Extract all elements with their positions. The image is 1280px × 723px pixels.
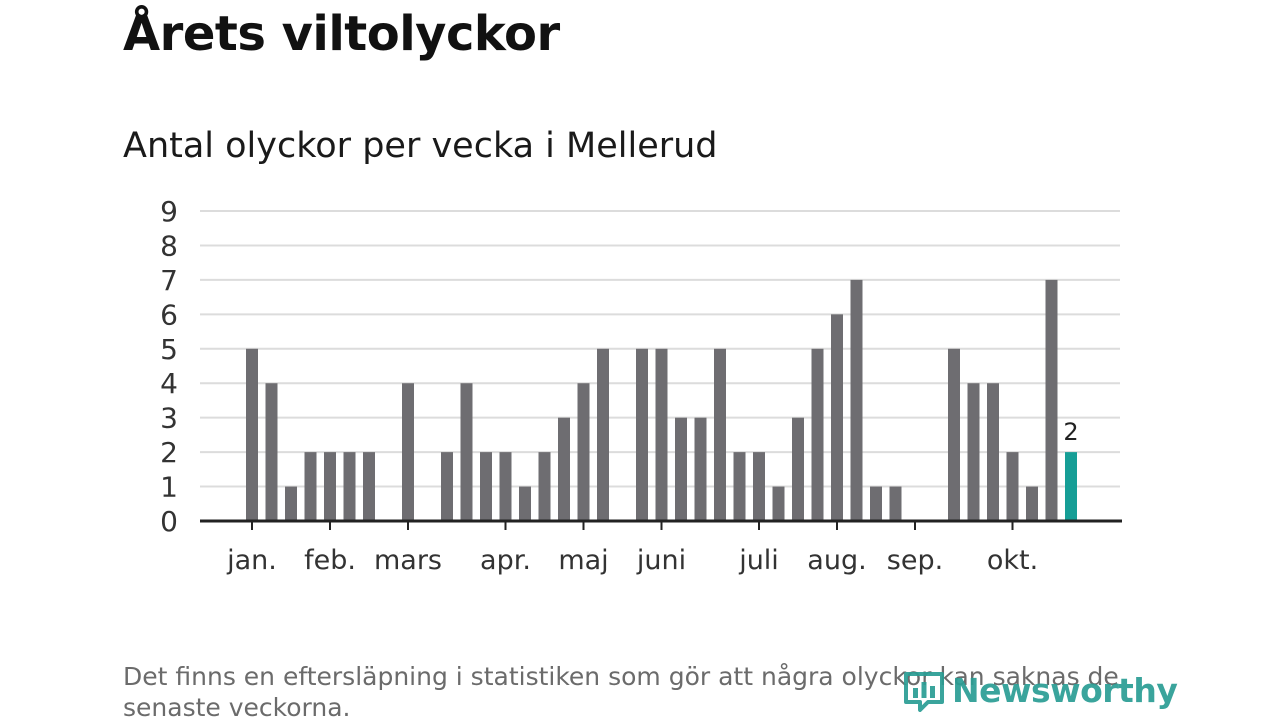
x-tick-label: mars (374, 545, 442, 576)
bar (811, 348, 824, 521)
bar (772, 486, 785, 521)
bar (870, 486, 882, 521)
chart-subtitle: Antal olyckor per vecka i Mellerud (123, 126, 718, 166)
bar (519, 486, 531, 521)
newsworthy-bar-icon (904, 672, 944, 712)
bar (792, 417, 804, 521)
x-tick-label: juli (738, 545, 779, 576)
y-tick-label: 1 (160, 471, 178, 504)
bars: 2 (246, 279, 1079, 521)
y-tick-label: 3 (160, 402, 178, 435)
bar (363, 452, 375, 521)
bar (655, 348, 668, 521)
bar (441, 452, 453, 521)
bar (1026, 486, 1038, 521)
bar (714, 348, 726, 521)
footnote: Det finns en eftersläpning i statistiken… (123, 662, 1119, 722)
x-tick-label: feb. (304, 545, 356, 576)
bar (577, 383, 590, 521)
newsworthy-logo: Newsworthy (902, 668, 1178, 712)
bar (889, 486, 902, 521)
bar (948, 348, 960, 521)
bar (324, 452, 336, 521)
bar (967, 383, 980, 521)
bar (831, 314, 843, 521)
bar (733, 452, 746, 521)
x-tick-label: aug. (807, 545, 866, 576)
bar (480, 452, 492, 521)
bar (285, 486, 297, 521)
bar (675, 417, 687, 521)
bar (304, 452, 317, 521)
bar-highlight (1065, 452, 1077, 521)
y-tick-label: 2 (160, 436, 178, 469)
y-tick-label: 7 (160, 264, 178, 297)
chart-title: Årets viltolyckor (123, 6, 560, 62)
bar (694, 417, 707, 521)
bar (265, 383, 278, 521)
bar (402, 383, 414, 521)
bar (597, 348, 609, 521)
x-tick-label: apr. (480, 545, 531, 576)
y-tick-label: 0 (160, 505, 178, 538)
bar (460, 383, 473, 521)
y-tick-label: 5 (160, 333, 178, 366)
bar (1045, 279, 1058, 521)
bar (246, 348, 258, 521)
bar (343, 452, 356, 521)
x-tick-label: sep. (887, 545, 943, 576)
x-tick-label: jan. (226, 545, 277, 576)
bar (538, 452, 551, 521)
bar (850, 279, 863, 521)
y-tick-label: 9 (160, 195, 178, 228)
bar (1006, 452, 1019, 521)
x-tick-label: okt. (987, 545, 1038, 576)
bar (636, 348, 648, 521)
bar (499, 452, 512, 521)
bar (753, 452, 765, 521)
highlight-value-label: 2 (1063, 418, 1078, 446)
brand-name: Newsworthy (952, 670, 1178, 710)
y-tick-label: 6 (160, 298, 178, 331)
y-tick-label: 4 (160, 367, 178, 400)
x-tick-label: juni (636, 545, 686, 576)
bar (558, 417, 570, 521)
x-tick-label: maj (558, 545, 608, 576)
bar (987, 383, 999, 521)
y-tick-label: 8 (160, 229, 178, 262)
